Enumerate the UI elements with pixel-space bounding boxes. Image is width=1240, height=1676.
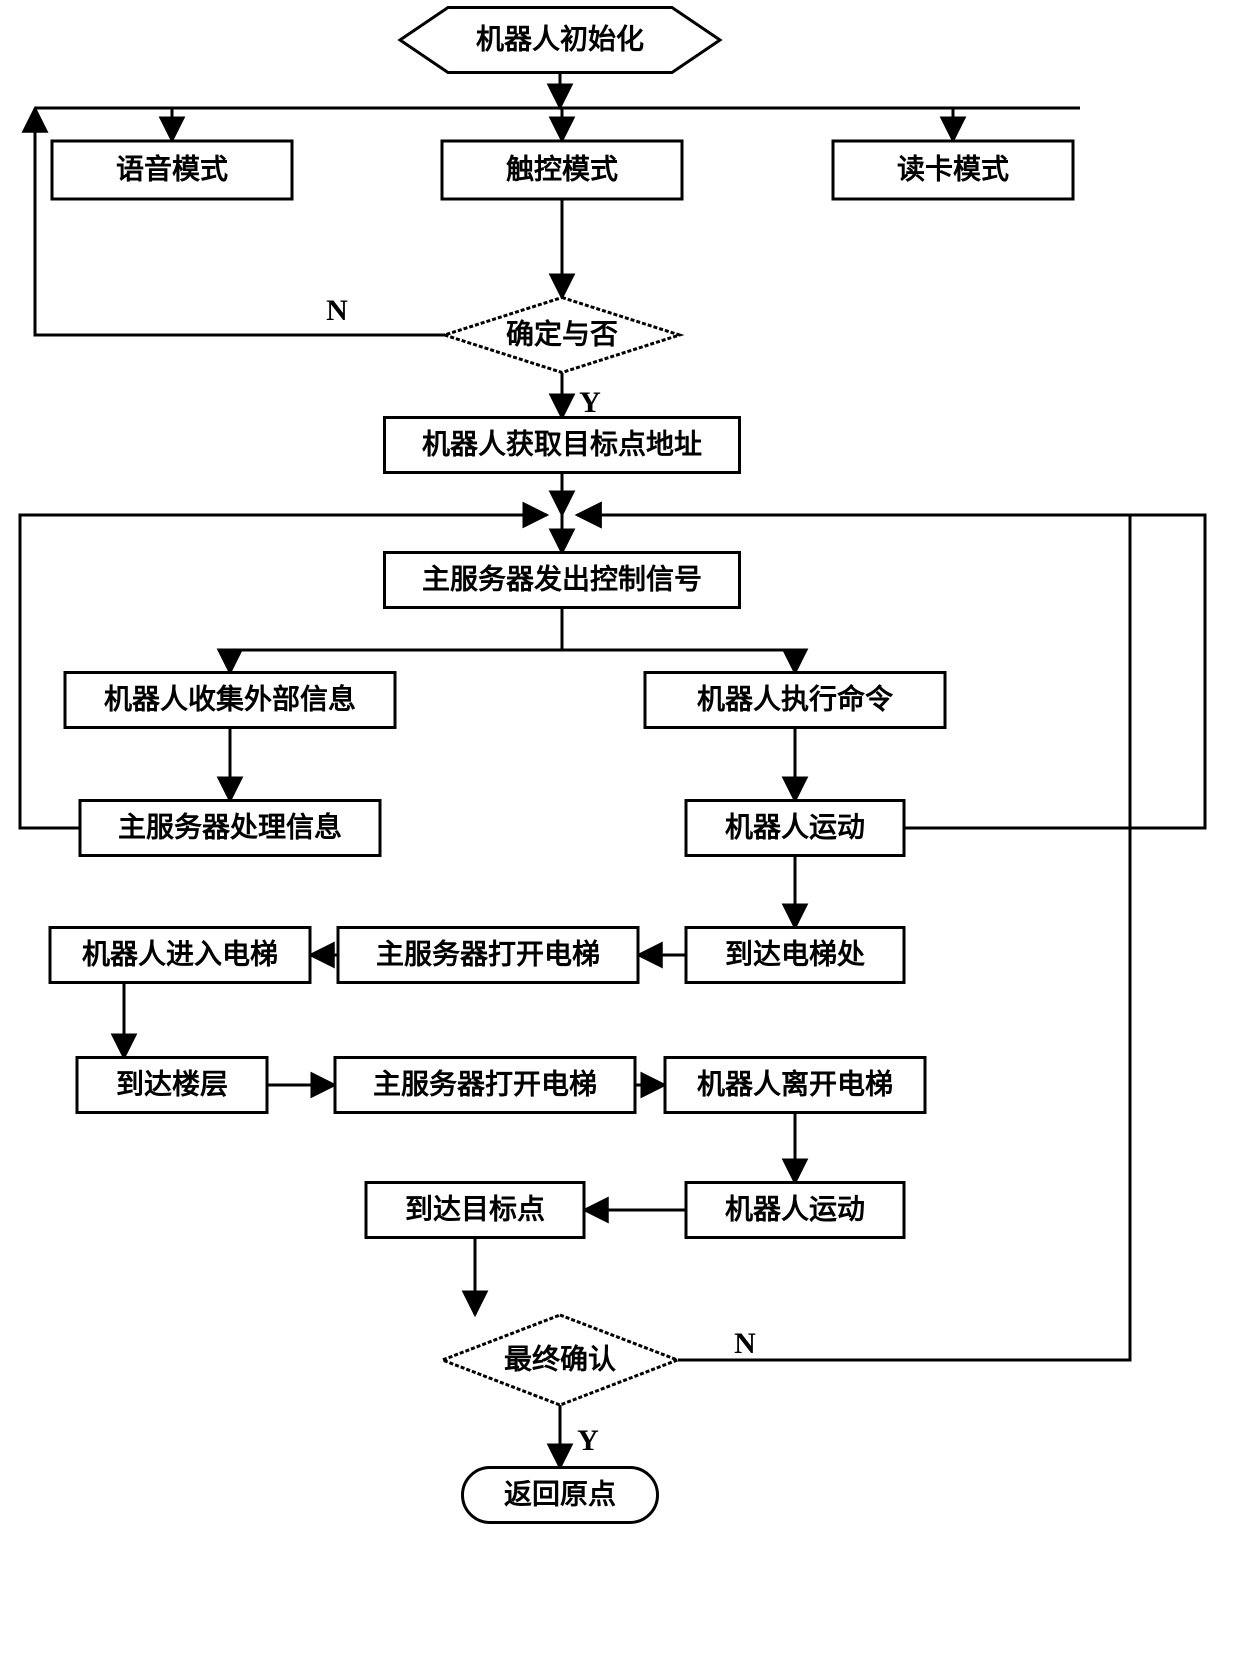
node-label: 机器人收集外部信息	[104, 683, 356, 716]
node-label: 最终确认	[504, 1343, 616, 1376]
node-label: 主服务器打开电梯	[376, 939, 600, 971]
node-label: 机器人离开电梯	[697, 1068, 893, 1101]
node-touch: 触控模式	[442, 141, 682, 199]
node-collect: 机器人收集外部信息	[65, 673, 395, 728]
node-label: 读卡模式	[897, 154, 1009, 186]
node-servercmd: 主服务器发出控制信号	[385, 553, 740, 608]
node-label: 机器人初始化	[476, 24, 644, 56]
node-label: 到达楼层	[116, 1069, 228, 1101]
node-label: 语音模式	[116, 153, 228, 186]
node-move1: 机器人运动	[686, 801, 904, 856]
node-label: 机器人运动	[725, 1194, 865, 1226]
node-openelev1: 主服务器打开电梯	[338, 928, 638, 983]
node-init: 机器人初始化	[400, 8, 720, 73]
edge-label: N	[326, 294, 348, 327]
node-label: 到达目标点	[405, 1194, 545, 1226]
node-label: 到达电梯处	[725, 939, 865, 971]
node-leaveelev: 机器人离开电梯	[665, 1058, 925, 1113]
node-label: 机器人运动	[725, 812, 865, 844]
node-label: 机器人执行命令	[697, 683, 894, 716]
edge-label: Y	[579, 386, 601, 419]
node-return: 返回原点	[463, 1468, 658, 1523]
node-process: 主服务器处理信息	[80, 801, 380, 856]
node-label: 主服务器发出控制信号	[422, 563, 702, 596]
flowchart-canvas: 机器人初始化语音模式 触控模式 读卡模式确定与否机器人获取目标点地址主服务器发出控制…	[0, 0, 1240, 1676]
node-arrivefloor: 到达楼层	[77, 1058, 267, 1113]
node-arriveelev: 到达电梯处	[686, 928, 904, 983]
node-move2: 机器人运动	[686, 1183, 904, 1238]
node-arrivetgt: 到达目标点	[366, 1183, 584, 1238]
edge-label: Y	[577, 1424, 599, 1457]
node-confirm1: 确定与否	[445, 298, 680, 373]
node-voice: 语音模式	[52, 141, 292, 199]
node-label: 主服务器处理信息	[118, 811, 342, 844]
edge-label: N	[734, 1327, 756, 1360]
node-openelev2: 主服务器打开电梯	[335, 1058, 635, 1113]
node-getaddr: 机器人获取目标点地址	[385, 418, 740, 473]
node-label: 机器人进入电梯	[82, 939, 278, 971]
node-card: 读卡模式	[833, 141, 1073, 199]
node-label: 触控模式	[506, 154, 618, 186]
node-confirm2: 最终确认	[443, 1315, 678, 1405]
node-label: 主服务器打开电梯	[373, 1069, 597, 1101]
node-execute: 机器人执行命令	[645, 673, 945, 728]
node-label: 确定与否	[506, 318, 618, 351]
node-label: 机器人获取目标点地址	[422, 429, 702, 461]
node-label: 返回原点	[504, 1479, 616, 1511]
node-enterelev: 机器人进入电梯	[50, 928, 310, 983]
